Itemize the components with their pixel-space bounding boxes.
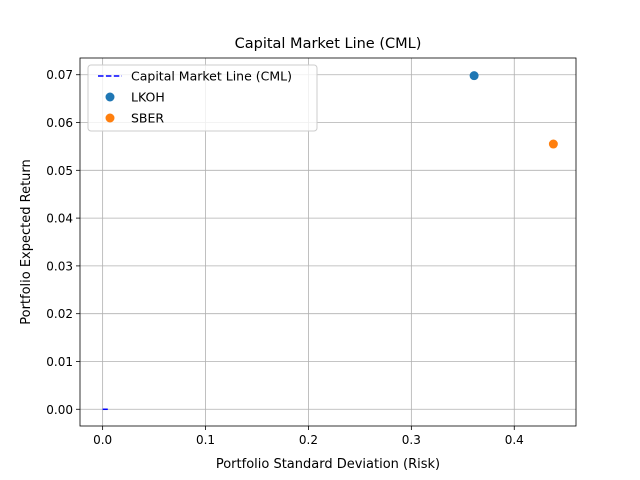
- x-tick-label: 0.3: [402, 433, 421, 447]
- scatter-point-lkoh: [469, 71, 479, 81]
- legend-cml-label: Capital Market Line (CML): [131, 69, 292, 84]
- legend: Capital Market Line (CML) LKOH SBER: [87, 64, 318, 132]
- y-tick-label: 0.06: [46, 116, 73, 130]
- y-tick-label: 0.02: [46, 307, 73, 321]
- x-axis-label: Portfolio Standard Deviation (Risk): [216, 457, 440, 472]
- y-axis-label: Portfolio Expected Return: [19, 159, 34, 325]
- y-tick-label: 0.03: [46, 259, 73, 273]
- plot-data: [102, 71, 558, 411]
- y-tick-label: 0.01: [46, 355, 73, 369]
- legend-box: [87, 64, 318, 132]
- x-tick-label: 0.4: [505, 433, 524, 447]
- legend-lkoh-swatch: [105, 92, 115, 102]
- legend-sber-label: SBER: [131, 111, 164, 126]
- chart-title: Capital Market Line (CML): [235, 36, 422, 52]
- scatter-point-sber: [548, 139, 558, 149]
- legend-lkoh-label: LKOH: [131, 90, 165, 105]
- ticks: 0.0 0.1 0.2 0.3 0.4 0.00 0.01 0.02 0.03 0.04 0.05 0…: [46, 68, 524, 447]
- x-tick-label: 0.1: [196, 433, 215, 447]
- legend-sber-swatch: [105, 113, 115, 123]
- axes-frame: [79, 57, 577, 427]
- x-tick-label: 0.2: [299, 433, 318, 447]
- y-tick-label: 0.05: [46, 164, 73, 178]
- x-tick-label: 0.0: [93, 433, 112, 447]
- y-tick-label: 0.00: [46, 403, 73, 417]
- y-tick-label: 0.07: [46, 68, 73, 82]
- y-tick-label: 0.04: [46, 212, 73, 226]
